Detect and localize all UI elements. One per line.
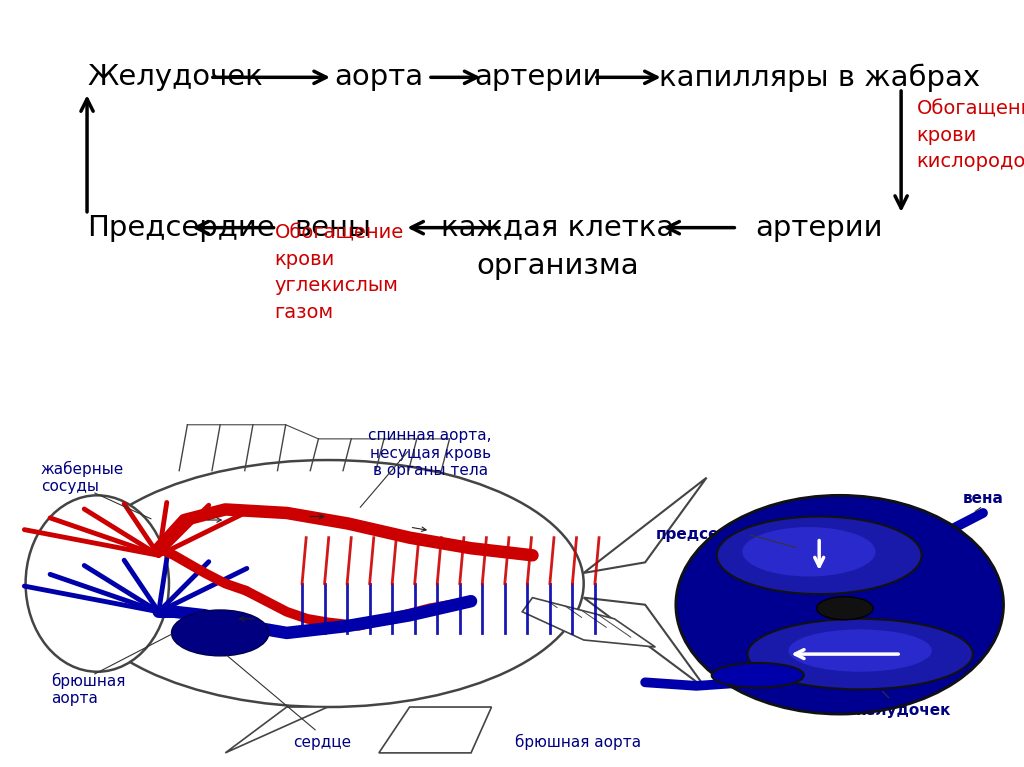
Text: артерии: артерии [756,214,883,242]
Ellipse shape [712,663,804,687]
Text: аорта: аорта [334,64,424,91]
Text: брюшная аорта: брюшная аорта [515,734,642,750]
Text: Обогащение
крови
кислородом: Обогащение крови кислородом [916,99,1024,171]
Text: организма: организма [477,252,639,280]
Ellipse shape [72,460,584,707]
Text: артерии: артерии [474,64,601,91]
Text: Предсердие: Предсердие [87,214,274,242]
Text: спинная аорта,
несущая кровь
в органы тела: спинная аорта, несущая кровь в органы те… [369,428,492,478]
Ellipse shape [171,610,268,656]
Text: жаберные
сосуды: жаберные сосуды [41,461,124,495]
Text: предсердие: предсердие [655,527,763,542]
Text: вены: вены [294,214,372,242]
Polygon shape [379,707,492,753]
Polygon shape [584,478,707,573]
Text: брюшная
аорта: брюшная аорта [51,673,126,706]
Text: Желудочек: Желудочек [87,64,263,91]
Text: Обогащение
крови
углекислым
газом: Обогащение крови углекислым газом [274,223,403,322]
Ellipse shape [676,495,1004,714]
Text: капилляры в жабрах: капилляры в жабрах [658,63,980,91]
Polygon shape [584,597,707,690]
Text: сердце: сердце [294,735,351,750]
Text: желудочек: желудочек [851,703,951,718]
Ellipse shape [816,597,872,620]
Text: вена: вена [963,492,1004,506]
Text: каждая клетка: каждая клетка [441,214,675,242]
Ellipse shape [26,495,169,672]
Ellipse shape [717,516,922,594]
Ellipse shape [748,619,973,690]
Polygon shape [225,707,328,753]
Ellipse shape [742,527,876,577]
Polygon shape [522,597,655,647]
Ellipse shape [788,630,932,672]
